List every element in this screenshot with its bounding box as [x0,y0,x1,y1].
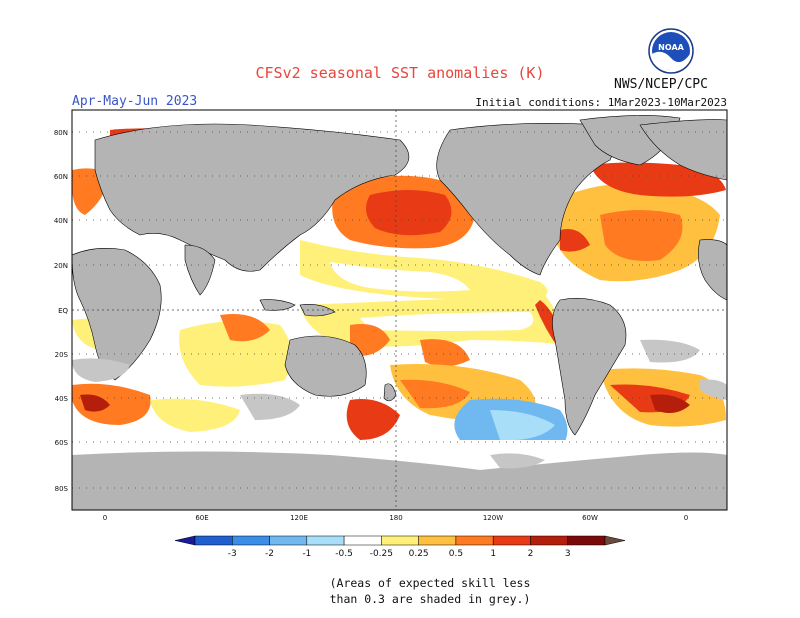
lat-label: 20S [55,351,69,359]
initial-conditions-label: Initial conditions: 1Mar2023-10Mar2023 [475,96,727,109]
colorbar-tick-label: 1 [490,549,496,559]
lon-label: 120W [483,514,503,522]
colorbar-swatch [530,535,568,546]
lon-label: 60W [582,514,598,522]
lat-label: 40S [55,395,69,403]
lon-label: 60E [195,514,208,522]
lon-label: 180 [389,514,402,522]
lat-label: 80S [55,485,69,493]
colorbar-swatch [418,535,457,546]
colorbar-tick-label: -2 [265,549,274,559]
map-title: CFSv2 seasonal SST anomalies (K) [255,64,545,82]
colorbar: -3 -2 -1 -0.5 -0.25 0.25 0.5 1 2 3 [174,535,626,559]
lon-label: 0 [103,514,107,522]
footnote-line: than 0.3 are shaded in grey.) [329,592,531,606]
longitude-axis: 0 60E 120E 180 120W 60W 0 [103,514,688,522]
colorbar-tick-label: 0.5 [449,549,463,559]
colorbar-swatch [567,535,606,546]
colorbar-swatch [455,535,494,546]
colorbar-swatch [492,535,531,546]
lat-label: EQ [58,307,68,315]
colorbar-swatch [232,535,270,546]
noaa-logo-text: NOAA [658,43,684,52]
colorbar-swatch [269,535,308,546]
colorbar-swatch [306,535,345,546]
colorbar-tick-label: 3 [565,549,571,559]
colorbar-tick-label: 2 [528,549,534,559]
colorbar-swatch [343,535,382,546]
lon-label: 0 [684,514,688,522]
colorbar-tick-label: 0.25 [409,549,429,559]
lat-label: 60N [54,173,68,181]
map-frame [71,109,728,511]
lat-label: 80N [54,129,68,137]
noaa-logo: NOAA [648,28,694,74]
map-grid [72,110,727,510]
colorbar-arrow-high [604,535,626,546]
colorbar-tick-label: -1 [302,549,311,559]
anomaly-fields [72,128,726,452]
continents [72,115,727,436]
latitude-axis: 80N 60N 40N 20N EQ 20S 40S 60S 80S [54,129,69,493]
colorbar-swatch [381,535,419,546]
skill-footnote: (Areas of expected skill less than 0.3 a… [300,575,560,607]
lat-label: 40N [54,217,68,225]
low-skill-mask [72,339,727,469]
colorbar-swatch [194,535,233,546]
ocean-background [72,110,727,510]
antarctica [72,451,727,510]
season-label: Apr-May-Jun 2023 [72,94,198,109]
colorbar-tick-label: -0.25 [370,549,393,559]
lat-label: 60S [55,439,69,447]
colorbar-arrow-low [174,535,196,546]
colorbar-tick-label: -0.5 [335,549,353,559]
colorbar-tick-label: -3 [228,549,237,559]
lat-label: 20N [54,262,68,270]
footnote-line: (Areas of expected skill less [329,576,531,590]
agency-label: NWS/NCEP/CPC [614,77,708,92]
lon-label: 120E [290,514,308,522]
